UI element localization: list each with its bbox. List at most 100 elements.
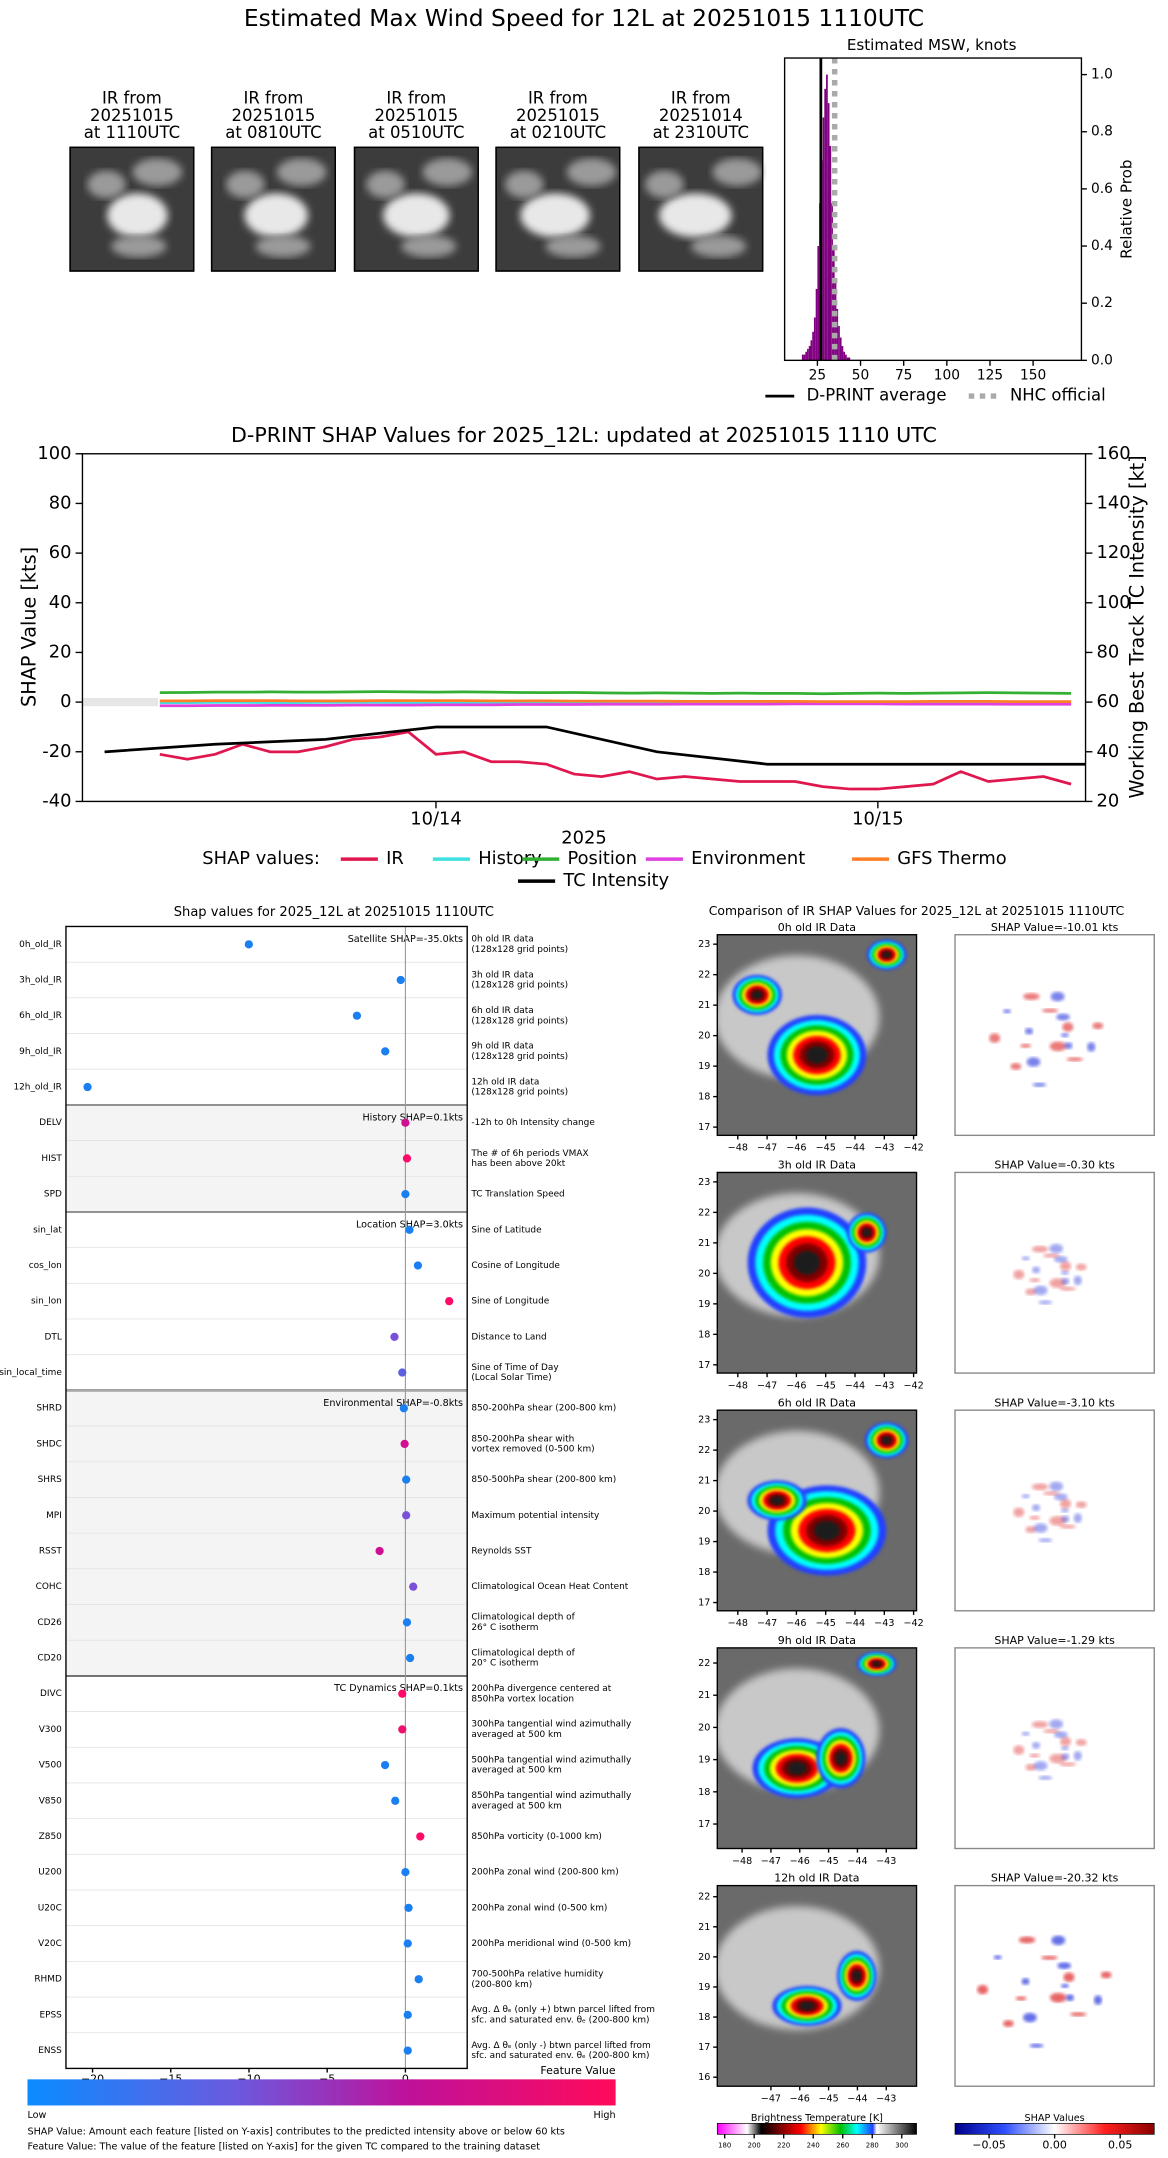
ir-cloud bbox=[787, 1761, 807, 1775]
ir-cloud bbox=[852, 1970, 862, 1982]
shap-blob bbox=[1041, 1955, 1058, 1960]
feature-label: MPI bbox=[46, 1511, 62, 1521]
feature-description: 500hPa tangential wind azimuthally bbox=[471, 1755, 632, 1765]
colorbar-tick-label: 260 bbox=[836, 2141, 849, 2149]
shap-bg bbox=[954, 1409, 1155, 1612]
ir-thumb-title: at 1110UTC bbox=[84, 123, 180, 142]
shap-blob bbox=[1029, 1753, 1041, 1758]
y2-axis-label: Working Best Track TC Intensity [kt] bbox=[1125, 455, 1148, 798]
feature-description: -12h to 0h Intensity change bbox=[471, 1118, 595, 1128]
legend-label: Position bbox=[568, 848, 638, 869]
x-tick-label: −45 bbox=[818, 2094, 838, 2105]
shap-blob bbox=[1100, 1971, 1112, 1979]
shap-blob bbox=[1041, 1008, 1059, 1013]
ir-cloud bbox=[835, 1751, 847, 1765]
bar bbox=[805, 351, 808, 361]
ir-thumb-title: at 0510UTC bbox=[368, 123, 464, 142]
bar bbox=[827, 103, 830, 361]
ir-thumb-title: 20251015 bbox=[90, 106, 174, 125]
shap-blob bbox=[1031, 1266, 1041, 1274]
bar bbox=[826, 74, 828, 361]
x-tick-label: −47 bbox=[761, 1856, 781, 1867]
x-tick-label: 150 bbox=[1020, 367, 1046, 383]
feature-description: Maximum potential intensity bbox=[471, 1511, 600, 1521]
shap-blob bbox=[1033, 1285, 1048, 1296]
feature-label: SHRS bbox=[38, 1475, 63, 1485]
ir-cloud bbox=[881, 1436, 892, 1445]
shap-blob bbox=[1049, 1719, 1064, 1729]
panel-title: SHAP Value=-1.29 kts bbox=[994, 1634, 1115, 1647]
feature-label: V500 bbox=[39, 1761, 62, 1771]
shap-blob bbox=[1013, 1269, 1025, 1280]
y-tick-label: 0.0 bbox=[1091, 352, 1113, 368]
plot-frame bbox=[65, 925, 468, 2070]
shap-blob bbox=[1059, 1286, 1076, 1291]
legend-label: GFS Thermo bbox=[897, 848, 1006, 869]
cloud bbox=[645, 170, 684, 199]
feature-description: Climatological Ocean Heat Content bbox=[471, 1582, 628, 1592]
colorbar-low: Low bbox=[27, 2110, 46, 2121]
feature-label: U200 bbox=[38, 1868, 62, 1878]
y-tick-label: 19 bbox=[698, 1755, 710, 1766]
chart-title: Estimated MSW, knots bbox=[847, 36, 1017, 54]
y-tick-label: 80 bbox=[49, 492, 72, 513]
x-tick-label: −48 bbox=[728, 1380, 748, 1391]
feature-description: Avg. Δ θₑ (only -) btwn parcel lifted fr… bbox=[471, 2041, 650, 2051]
comparison-title: Comparison of IR SHAP Values for 2025_12… bbox=[709, 904, 1124, 918]
colorbar-tick-label: 300 bbox=[895, 2141, 908, 2149]
shap-blob bbox=[1092, 1022, 1104, 1030]
shap-blob bbox=[1061, 1753, 1070, 1761]
x-tick-label: −44 bbox=[845, 1618, 865, 1629]
x-tick-label: −48 bbox=[728, 1618, 748, 1629]
shap-blob bbox=[1049, 1481, 1064, 1492]
feature-label: RHMD bbox=[34, 1975, 62, 1985]
x-tick-label: −42 bbox=[903, 1380, 923, 1391]
ir-thumb bbox=[495, 146, 621, 272]
y-tick-label: 18 bbox=[698, 1787, 710, 1798]
group-label: Environmental SHAP=-0.8kts bbox=[323, 1398, 463, 1409]
legend-label: TC Intensity bbox=[562, 870, 669, 891]
x-tick-label: −42 bbox=[903, 1618, 923, 1629]
feature-description: (128x128 grid points) bbox=[471, 981, 568, 991]
feature-label: U20C bbox=[38, 1903, 62, 1913]
feature-description: 850-200hPa shear with bbox=[471, 1434, 574, 1444]
shap-blob bbox=[1059, 1524, 1076, 1529]
feature-label: V850 bbox=[39, 1796, 62, 1806]
feature-description: Climatological depth of bbox=[471, 1648, 575, 1658]
cloud bbox=[244, 193, 308, 238]
shap-blob bbox=[1029, 1278, 1041, 1283]
shap-image bbox=[954, 1171, 1155, 1374]
feature-label: cos_lon bbox=[29, 1261, 62, 1271]
y-axis-label: Relative Prob bbox=[1117, 160, 1135, 259]
panel-title: 12h old IR Data bbox=[774, 1872, 859, 1885]
colorbar bbox=[716, 2122, 917, 2135]
y-tick-label: 22 bbox=[698, 1445, 710, 1456]
shap-blob bbox=[1042, 1491, 1060, 1496]
y2-tick-label: 60 bbox=[1097, 691, 1120, 712]
y2-tick-label: 120 bbox=[1097, 542, 1131, 563]
y-tick-label: 0.2 bbox=[1091, 295, 1113, 311]
shap-blob bbox=[1073, 1751, 1082, 1761]
y-tick-label: 23 bbox=[698, 1177, 710, 1188]
y-tick-label: 17 bbox=[698, 2042, 710, 2053]
feature-label: ENSS bbox=[38, 2046, 62, 2056]
x-tick-label: 75 bbox=[895, 367, 912, 383]
x-tick-label: −45 bbox=[816, 1143, 836, 1154]
x-tick-label: −43 bbox=[874, 1618, 894, 1629]
shap-blob bbox=[1021, 1494, 1030, 1499]
x-axis-label: 2025 bbox=[561, 828, 606, 849]
bar bbox=[803, 354, 806, 361]
cloud bbox=[659, 193, 732, 238]
shap-blob bbox=[1002, 1009, 1012, 1014]
x-tick-label: −43 bbox=[874, 1380, 894, 1391]
colorbar-high: High bbox=[594, 2110, 616, 2121]
y-tick-label: 17 bbox=[698, 1122, 710, 1133]
feature-description: (128x128 grid points) bbox=[471, 945, 568, 955]
y-tick-label: 23 bbox=[698, 1415, 710, 1426]
feature-label: 3h_old_IR bbox=[19, 976, 62, 986]
shap-image bbox=[954, 1884, 1155, 2087]
feature-description: Cosine of Longitude bbox=[471, 1261, 560, 1271]
ir-thumb-title: IR from bbox=[102, 89, 162, 108]
